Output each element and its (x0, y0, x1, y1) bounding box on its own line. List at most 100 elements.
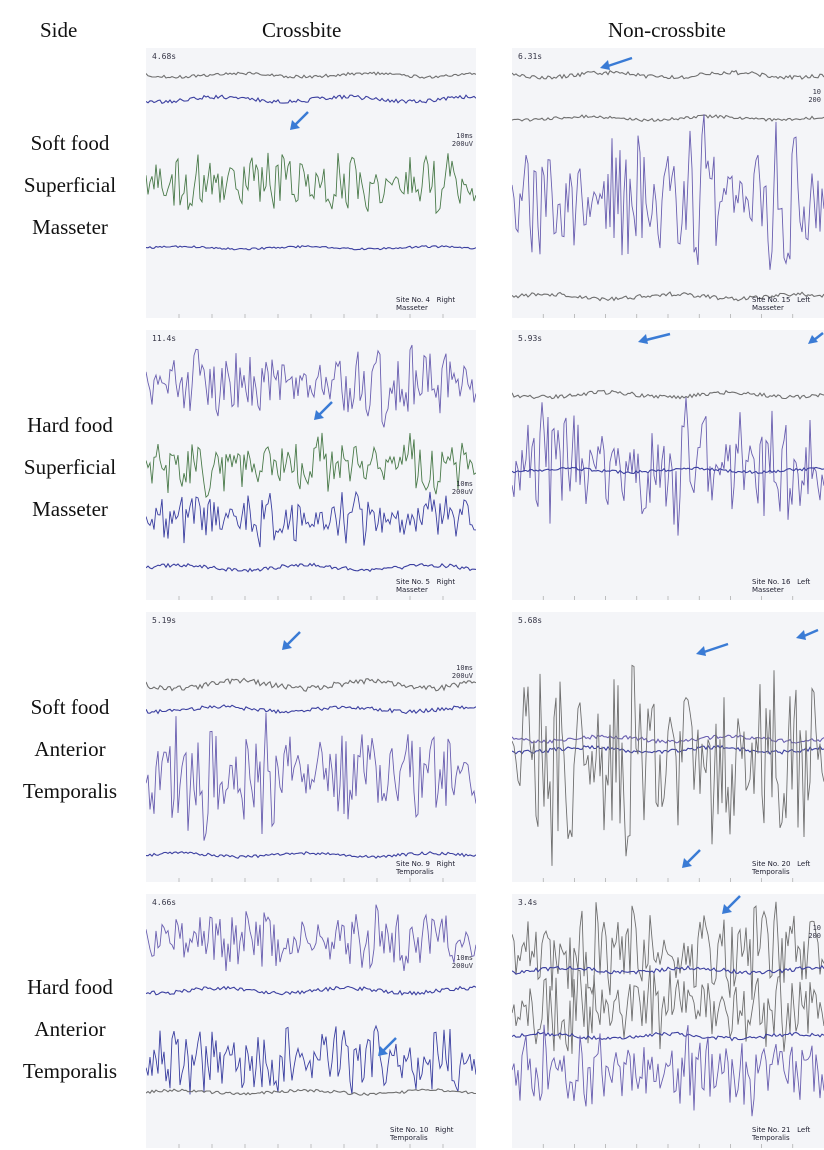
emg-trace-line (512, 389, 824, 400)
emg-trace-line (512, 964, 824, 975)
panel-background (146, 612, 476, 882)
emg-trace-svg (146, 612, 476, 882)
emg-trace-line (512, 466, 824, 475)
site-label: Site No. 4 Right Masseter (396, 296, 456, 312)
panel-background (512, 612, 824, 882)
row-label-line: Hard food (27, 413, 113, 437)
emg-trace-svg (512, 612, 824, 882)
emg-trace-line (146, 71, 476, 79)
emg-trace-line (512, 664, 824, 866)
peak-arrow-icon (290, 111, 309, 130)
panel-background (146, 48, 476, 318)
panel-background (512, 330, 824, 600)
scale-label: 10 200 (808, 88, 821, 104)
site-label: Site No. 16 Left Masseter (752, 578, 811, 594)
row-label-line: Anterior (34, 737, 106, 761)
emg-trace-line (146, 904, 476, 972)
site-label: Site No. 15 Left Masseter (752, 296, 811, 312)
row-label-line: Superficial (23, 455, 117, 479)
emg-trace-line (146, 677, 476, 692)
emg-trace-line (512, 114, 824, 270)
emg-trace-line (512, 1031, 824, 1042)
header-side: Side (40, 18, 78, 42)
emg-trace-line (512, 291, 824, 302)
peak-arrow-icon (638, 332, 671, 344)
emg-trace-line (512, 69, 824, 81)
row-label-line: Soft food (30, 695, 110, 719)
row-label-4: Hard food Anterior Temporalis (0, 966, 140, 1092)
emg-trace-line (146, 851, 476, 859)
recording-time: 4.68s (152, 52, 177, 61)
emg-trace-line (512, 901, 824, 1000)
emg-panel-soft-temporalis-noncrossbite: 5.68s Site No. 20 Left Temporalis (512, 612, 824, 882)
peak-arrow-icon (808, 332, 824, 344)
site-label: Site No. 5 Right Masseter (396, 578, 456, 594)
emg-trace-svg (512, 894, 824, 1148)
recording-time: 5.93s (518, 334, 543, 343)
header-crossbite: Crossbite (262, 18, 342, 42)
emg-panel-hard-masseter-noncrossbite: 5.93s Site No. 16 Left Masseter (512, 330, 824, 600)
row-label-line: Superficial (23, 173, 117, 197)
peak-arrow-icon (314, 401, 333, 420)
site-label: Site No. 10 Right Temporalis (390, 1126, 454, 1142)
header-noncrossbite: Non-crossbite (608, 18, 726, 42)
site-label: Site No. 9 Right Temporalis (396, 860, 456, 876)
recording-time: 6.31s (518, 52, 543, 61)
row-label-line: Soft food (30, 131, 110, 155)
emg-panel-soft-temporalis-crossbite: 5.19s 10ms 200uV Site No. 9 Right Temporal… (146, 612, 476, 882)
recording-time: 3.4s (518, 898, 538, 907)
peak-arrow-icon (722, 895, 741, 914)
row-label-3: Soft food Anterior Temporalis (0, 686, 140, 812)
peak-arrow-icon (600, 56, 633, 70)
emg-trace-line (512, 397, 824, 536)
emg-trace-line (512, 1024, 824, 1117)
recording-time: 11.4s (152, 334, 177, 343)
site-label: Site No. 21 Left Temporalis (752, 1126, 811, 1142)
emg-trace-line (512, 965, 824, 1054)
emg-panel-hard-temporalis-crossbite: 4.66s 10ms 200uV Site No. 10 Right Tempora… (146, 894, 476, 1148)
emg-trace-line (146, 344, 476, 428)
emg-trace-line (146, 94, 476, 104)
emg-trace-line (146, 490, 476, 548)
row-label-line: Hard food (27, 975, 113, 999)
panel-background (512, 48, 824, 318)
row-label-line: Masseter (32, 215, 108, 239)
peak-arrow-icon (378, 1037, 397, 1056)
emg-trace-line (146, 562, 476, 573)
recording-time: 5.19s (152, 616, 177, 625)
emg-trace-line (146, 152, 476, 215)
emg-trace-svg (512, 48, 824, 318)
emg-trace-line (146, 985, 476, 996)
site-label: Site No. 20 Left Temporalis (752, 860, 811, 876)
emg-trace-svg (146, 330, 476, 600)
emg-panel-soft-masseter-crossbite: 4.68s 10ms 200uV Site No. 4 Right Masseter (146, 48, 476, 318)
emg-panel-hard-masseter-crossbite: 11.4s 10ms 200uV Site No. 5 Right Masseter (146, 330, 476, 600)
emg-trace-line (146, 245, 476, 251)
emg-trace-svg (512, 330, 824, 600)
emg-trace-line (146, 712, 476, 841)
scale-label: 10ms 200uV (451, 480, 473, 496)
panel-background (146, 894, 476, 1148)
peak-arrow-icon (696, 642, 729, 656)
row-label-line: Temporalis (22, 779, 118, 803)
emg-trace-line (146, 704, 476, 715)
scale-label: 10 200 (808, 924, 821, 940)
row-label-1: Soft food Superficial Masseter (0, 122, 140, 248)
emg-panel-hard-temporalis-noncrossbite: 3.4s 10 200 Site No. 21 Left Temporalis (512, 894, 824, 1148)
scale-label: 10ms 200uV (451, 132, 473, 148)
peak-arrow-icon (282, 631, 301, 650)
emg-trace-line (146, 1024, 476, 1095)
row-label-line: Anterior (34, 1017, 106, 1041)
row-label-line: Temporalis (22, 1059, 118, 1083)
recording-time: 4.66s (152, 898, 177, 907)
emg-trace-line (146, 432, 476, 498)
scale-label: 10ms 200uV (451, 664, 473, 680)
recording-time: 5.68s (518, 616, 543, 625)
scale-label: 10ms 200uV (451, 954, 473, 970)
emg-panel-soft-masseter-noncrossbite: 6.31s 10 200 Site No. 15 Left Masseter (512, 48, 824, 318)
row-label-2: Hard food Superficial Masseter (0, 404, 140, 530)
peak-arrow-icon (796, 628, 819, 640)
emg-trace-svg (146, 894, 476, 1148)
row-label-line: Masseter (32, 497, 108, 521)
emg-trace-line (512, 114, 824, 122)
